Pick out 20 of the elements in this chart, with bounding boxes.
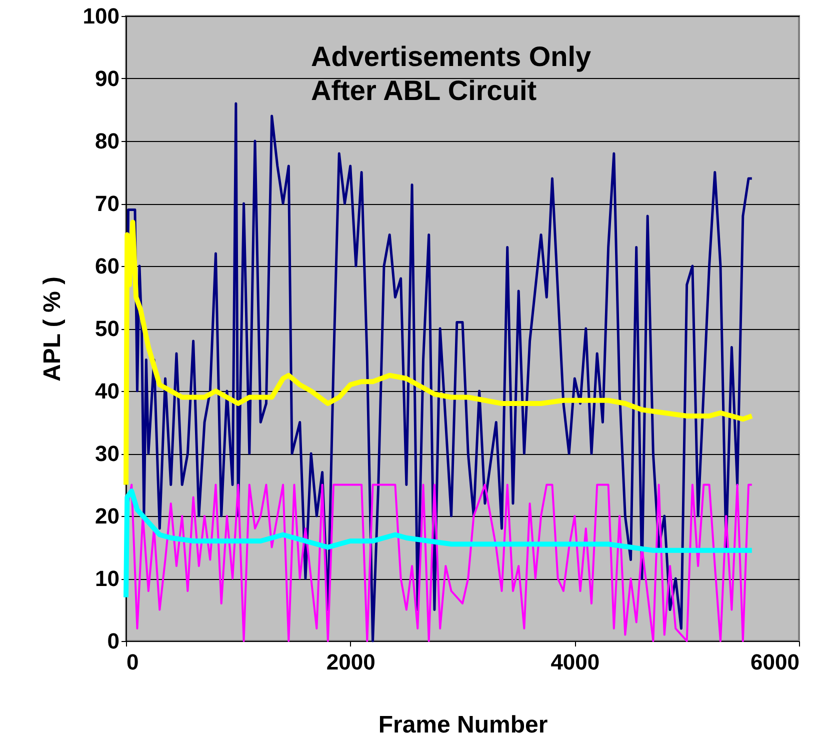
y-axis-title: APL ( % ) (38, 276, 66, 382)
line-series (124, 102, 754, 642)
y-tick-label: 50 (95, 316, 120, 341)
y-tick-label: 20 (95, 504, 120, 528)
y-tick-label: 0 (107, 628, 120, 654)
y-tick-label: 70 (95, 191, 120, 216)
y-tick-label: 60 (95, 254, 120, 278)
x-tick-label: 6000 (750, 650, 800, 674)
annotation: Advertisements Only (311, 41, 592, 72)
y-tick-label: 30 (95, 441, 120, 466)
x-axis-title: Frame Number (378, 712, 548, 738)
y-tick-label: 80 (95, 128, 120, 154)
x-tick-label: 4000 (550, 650, 600, 674)
annotation: After ABL Circuit (311, 75, 537, 106)
x-tick-label: 0 (126, 650, 139, 674)
y-tick-label: 100 (82, 4, 120, 28)
y-tick-label: 40 (95, 378, 120, 404)
x-tick-label: 2000 (326, 650, 376, 674)
y-tick-label: 10 (95, 566, 120, 591)
y-tick-label: 90 (95, 66, 120, 91)
